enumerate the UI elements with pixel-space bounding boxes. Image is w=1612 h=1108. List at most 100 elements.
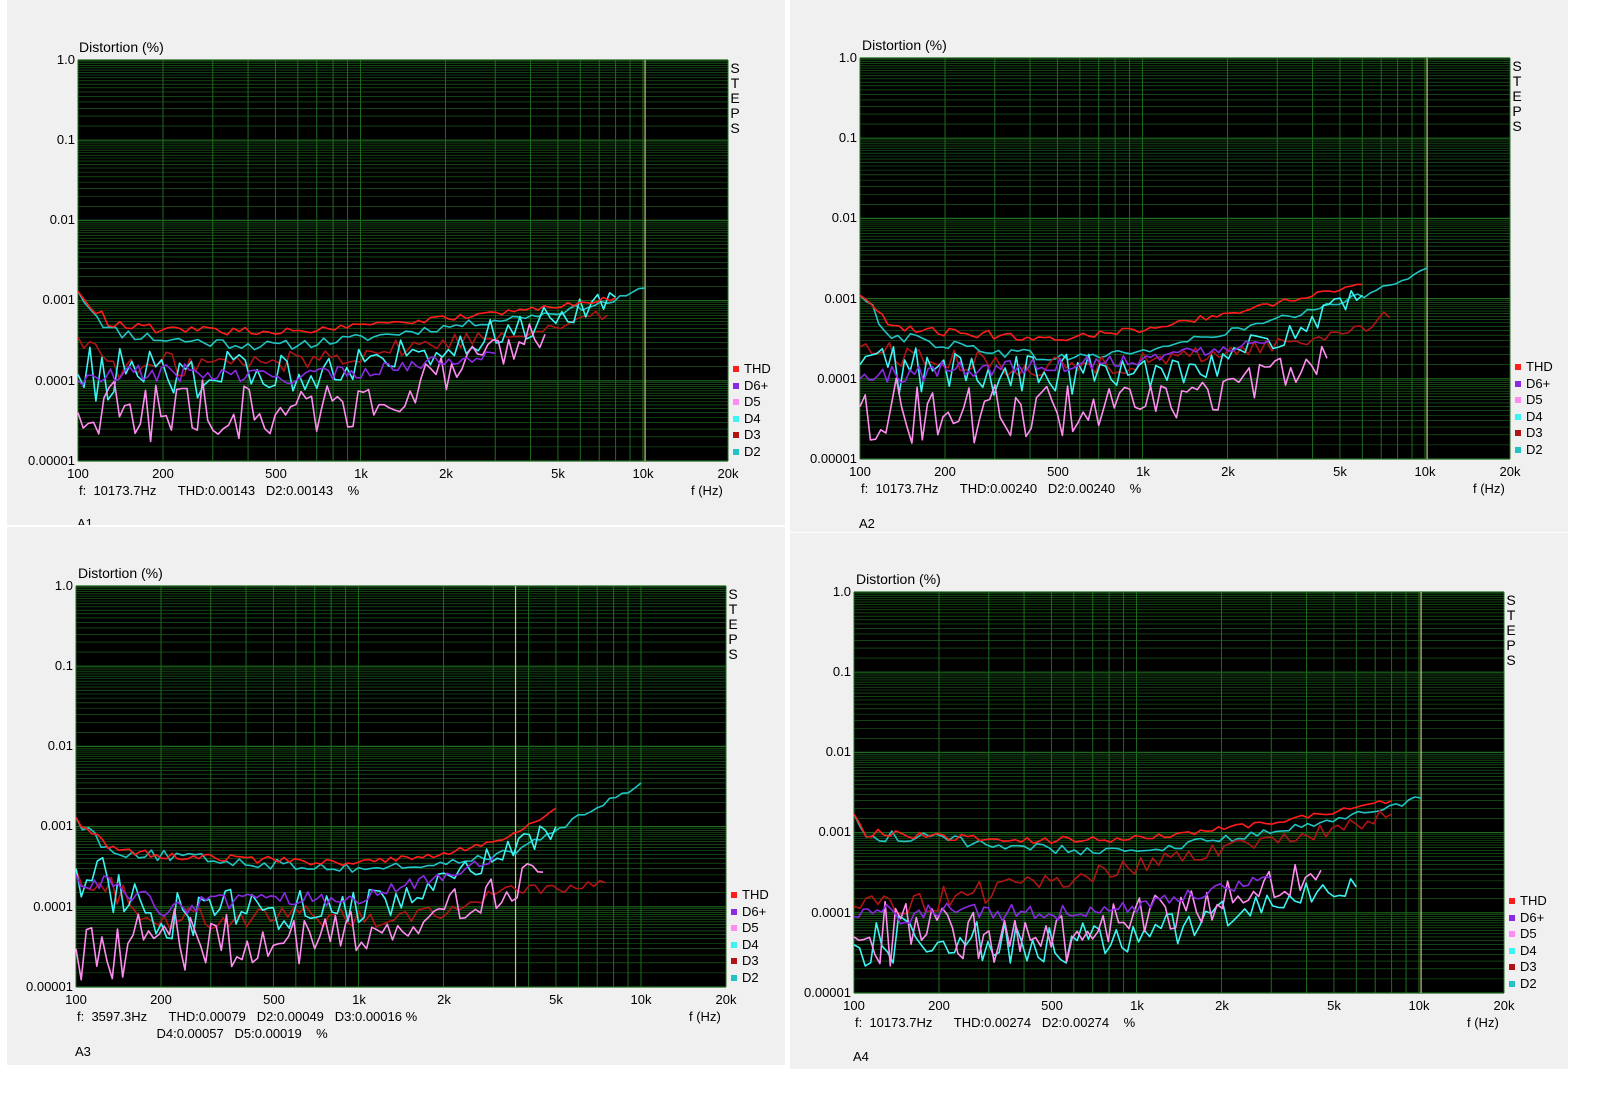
- legend-item: D3: [733, 427, 771, 444]
- y-axis-title: Distortion (%): [79, 39, 164, 55]
- series-line-d6plus: [75, 856, 494, 917]
- x-tick-label: 2k: [1215, 998, 1229, 1013]
- x-tick-label: 5k: [1327, 998, 1341, 1013]
- y-tick-label: 0.00001: [28, 453, 75, 468]
- legend-swatch: [731, 925, 737, 932]
- legend-label: D2: [742, 969, 759, 985]
- x-tick-label: 1k: [354, 466, 368, 481]
- x-tick-label: 2k: [439, 466, 453, 481]
- legend-label: D4: [742, 936, 759, 952]
- legend-swatch: [1515, 364, 1521, 371]
- series-line-d6plus: [77, 351, 496, 386]
- cursor-readout: f: 10173.7Hz THD:0.00143 D2:0.00143 %: [79, 483, 360, 498]
- legend-swatch: [1509, 898, 1515, 905]
- x-tick-label: 100: [843, 998, 865, 1013]
- legend-item: D5: [1515, 392, 1553, 409]
- series-line-d6plus: [853, 875, 1272, 925]
- legend-label: D3: [1520, 959, 1537, 974]
- y-tick-label: 0.00001: [26, 979, 73, 994]
- x-tick-label: 20k: [715, 992, 737, 1007]
- legend-label: D6+: [1520, 909, 1545, 925]
- legend-item: D2: [733, 444, 771, 461]
- legend-label: D3: [742, 953, 759, 968]
- steps-letter: E: [728, 616, 738, 632]
- y-tick-label: 0.00001: [810, 451, 857, 466]
- legend-label: THD: [742, 887, 769, 902]
- plot-svg: [853, 591, 1505, 994]
- legend-item: THD: [731, 887, 769, 904]
- legend-swatch: [1515, 446, 1521, 453]
- legend-item: D5: [1509, 926, 1547, 943]
- legend-item: D6+: [1515, 376, 1553, 393]
- y-tick-label: 0.1: [838, 130, 857, 145]
- cursor-readout-line2: D4:0.00057 D5:0.00019 %: [77, 1026, 328, 1041]
- legend-swatch: [731, 958, 737, 965]
- x-axis-unit: f (Hz): [1467, 1015, 1499, 1030]
- legend-label: D2: [1520, 975, 1537, 991]
- legend-swatch: [1509, 947, 1515, 954]
- legend-swatch: [1509, 931, 1515, 938]
- legend-item: D4: [731, 937, 769, 954]
- legend-label: D3: [744, 427, 761, 442]
- x-tick-label: 10k: [1414, 464, 1436, 479]
- legend-swatch: [1509, 980, 1515, 987]
- x-tick-label: 10k: [1408, 998, 1430, 1013]
- x-axis-unit: f (Hz): [1473, 481, 1505, 496]
- x-tick-label: 20k: [717, 466, 739, 481]
- series-line-d3: [77, 310, 609, 380]
- y-tick-label: 0.001: [40, 818, 73, 833]
- chart-panel-a4: Distortion (%) 1.0 0.1 0.01 0.001 0.0001…: [790, 533, 1568, 1069]
- legend-swatch: [733, 448, 739, 455]
- steps-letter: E: [1506, 622, 1516, 638]
- legend-label: D5: [742, 920, 759, 935]
- x-tick-label: 2k: [437, 992, 451, 1007]
- legend-item: D3: [1509, 959, 1547, 976]
- legend-item: D4: [1509, 943, 1547, 960]
- x-tick-label: 5k: [551, 466, 565, 481]
- panel-label: A4: [853, 1049, 869, 1064]
- y-tick-label: 0.0001: [33, 899, 73, 914]
- steps-letter: S: [1506, 652, 1516, 668]
- legend-swatch: [731, 974, 737, 981]
- x-tick-label: 1k: [1130, 998, 1144, 1013]
- x-tick-label: 10k: [630, 992, 652, 1007]
- steps-letter: T: [730, 75, 740, 91]
- x-tick-label: 200: [150, 992, 172, 1007]
- plot-svg: [77, 59, 729, 462]
- legend-item: D3: [1515, 425, 1553, 442]
- legend: THD D6+ D5 D4 D3 D2: [731, 887, 769, 986]
- legend-item: D5: [733, 394, 771, 411]
- legend-label: D5: [744, 394, 761, 409]
- x-tick-label: 500: [1047, 464, 1069, 479]
- legend-item: D2: [1509, 976, 1547, 993]
- series-line-thd: [853, 799, 1392, 844]
- y-tick-label: 1.0: [838, 50, 857, 65]
- series-line-thd: [75, 807, 557, 866]
- y-tick-label: 0.01: [831, 210, 857, 225]
- legend: THD D6+ D5 D4 D3 D2: [733, 361, 771, 460]
- steps-letter: S: [1506, 592, 1516, 608]
- legend-label: D4: [744, 410, 761, 426]
- legend-label: THD: [744, 361, 771, 376]
- plot-area: [854, 592, 1504, 993]
- legend-label: D3: [1526, 425, 1543, 440]
- x-tick-label: 10k: [632, 466, 654, 481]
- plot-svg: [859, 57, 1511, 460]
- chart-panel-a1: Distortion (%) 1.0 0.1 0.01 0.001 0.0001…: [7, 0, 785, 525]
- legend: THD D6+ D5 D4 D3 D2: [1509, 893, 1547, 992]
- legend: THD D6+ D5 D4 D3 D2: [1515, 359, 1553, 458]
- y-tick-label: 0.0001: [811, 905, 851, 920]
- panel-label: A3: [75, 1044, 91, 1059]
- series-line-d5: [859, 345, 1328, 444]
- legend-item: D6+: [1509, 910, 1547, 927]
- y-tick-label: 0.001: [824, 291, 857, 306]
- steps-letter: E: [730, 90, 740, 106]
- steps-letter: P: [730, 105, 740, 121]
- legend-swatch: [733, 382, 739, 389]
- series-line-d5: [77, 323, 546, 443]
- series-line-d2: [77, 287, 646, 351]
- legend-swatch: [731, 892, 737, 899]
- legend-swatch: [731, 941, 737, 948]
